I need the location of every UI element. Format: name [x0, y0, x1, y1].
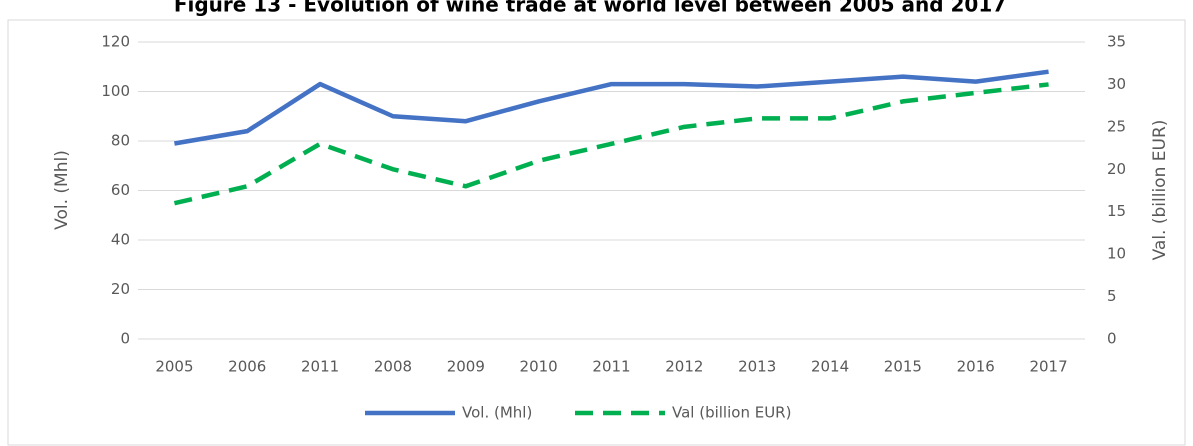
y-tick-label: 80 — [111, 132, 130, 150]
y-tick-label: 100 — [101, 82, 130, 100]
x-tick-label: 2008 — [374, 358, 412, 376]
y2-tick-label: 15 — [1107, 202, 1126, 220]
y2-tick-label: 30 — [1107, 75, 1126, 93]
legend-label: Val (billion EUR) — [672, 404, 791, 422]
x-tick-label: 2017 — [1029, 358, 1067, 376]
y2-axis-title: Val. (billion EUR) — [1150, 120, 1170, 261]
x-tick-label: 2009 — [447, 358, 485, 376]
chart-title: Figure 13 - Evolution of wine trade at w… — [174, 0, 1006, 17]
y-tick-label: 40 — [111, 231, 130, 249]
x-tick-label: 2016 — [957, 358, 995, 376]
y2-tick-label: 25 — [1107, 117, 1126, 135]
y2-tick-label: 0 — [1107, 330, 1117, 348]
x-tick-label: 2014 — [811, 358, 849, 376]
y2-tick-label: 5 — [1107, 287, 1117, 305]
x-tick-label: 2012 — [665, 358, 703, 376]
x-tick-label: 2015 — [884, 358, 922, 376]
chart-border — [7, 19, 1186, 446]
x-tick-label: 2013 — [738, 358, 776, 376]
series-line — [173, 82, 1049, 206]
series-line — [174, 69, 1049, 146]
x-tick-label: 2011 — [301, 358, 339, 376]
legend-label: Vol. (Mhl) — [462, 404, 532, 422]
x-tick-label: 2006 — [228, 358, 266, 376]
x-tick-label: 2010 — [520, 358, 558, 376]
y2-tick-label: 20 — [1107, 160, 1126, 178]
y2-tick-label: 10 — [1107, 245, 1126, 263]
y-tick-label: 120 — [101, 33, 130, 51]
y-axis-title: Vol. (Mhl) — [52, 150, 72, 230]
y2-tick-label: 35 — [1107, 33, 1126, 51]
y-tick-label: 60 — [111, 181, 130, 199]
y-tick-label: 0 — [120, 330, 130, 348]
x-tick-label: 2005 — [155, 358, 193, 376]
x-tick-label: 2011 — [592, 358, 630, 376]
y-tick-label: 20 — [111, 280, 130, 298]
